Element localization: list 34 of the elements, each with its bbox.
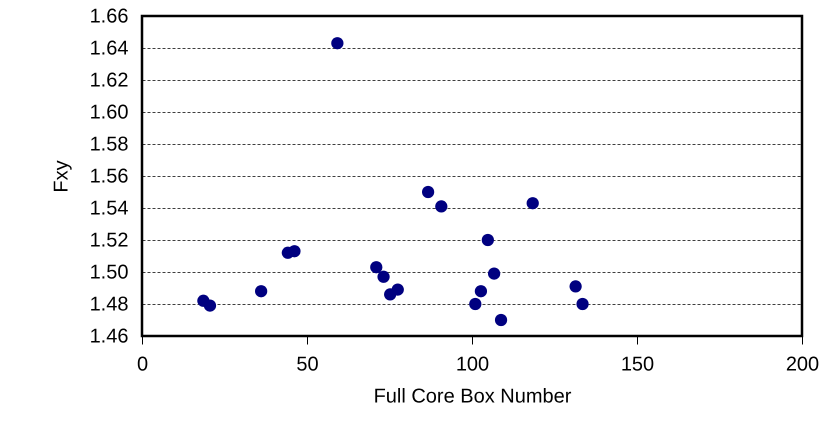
point: [576, 298, 589, 310]
x-axis-title: Full Core Box Number: [374, 386, 572, 408]
y-tick-label: 1.48: [90, 294, 128, 316]
x-tick-label: 100: [456, 354, 490, 376]
point: [482, 234, 494, 246]
point: [331, 37, 344, 50]
x-tick-label: 50: [296, 354, 319, 376]
point: [392, 283, 404, 296]
point: [474, 285, 488, 298]
point: [435, 200, 448, 213]
y-tick-label: 1.66: [90, 6, 128, 28]
point: [377, 270, 390, 283]
x-tick-label: 200: [786, 354, 820, 376]
point: [569, 280, 582, 293]
y-tick-label: 1.58: [90, 134, 128, 156]
y-tick-label: 1.54: [90, 198, 128, 220]
point: [494, 314, 508, 326]
y-tick-label: 1.62: [90, 70, 128, 92]
x-tick-label: 0: [136, 354, 148, 376]
x-tick-label: 150: [620, 354, 654, 376]
point: [526, 197, 539, 210]
point: [370, 261, 382, 274]
y-tick-label: 1.60: [90, 102, 128, 124]
point: [422, 186, 434, 198]
point: [204, 299, 216, 312]
y-tick-label: 1.52: [90, 230, 128, 252]
point: [469, 298, 482, 310]
y-tick-label: 1.50: [90, 262, 128, 284]
y-tick-label: 1.56: [90, 166, 128, 188]
y-tick-label: 1.46: [90, 326, 128, 348]
y-axis-title: Fxy: [50, 160, 73, 193]
point: [488, 267, 500, 280]
y-tick-label: 1.64: [90, 38, 128, 60]
point: [255, 285, 268, 298]
